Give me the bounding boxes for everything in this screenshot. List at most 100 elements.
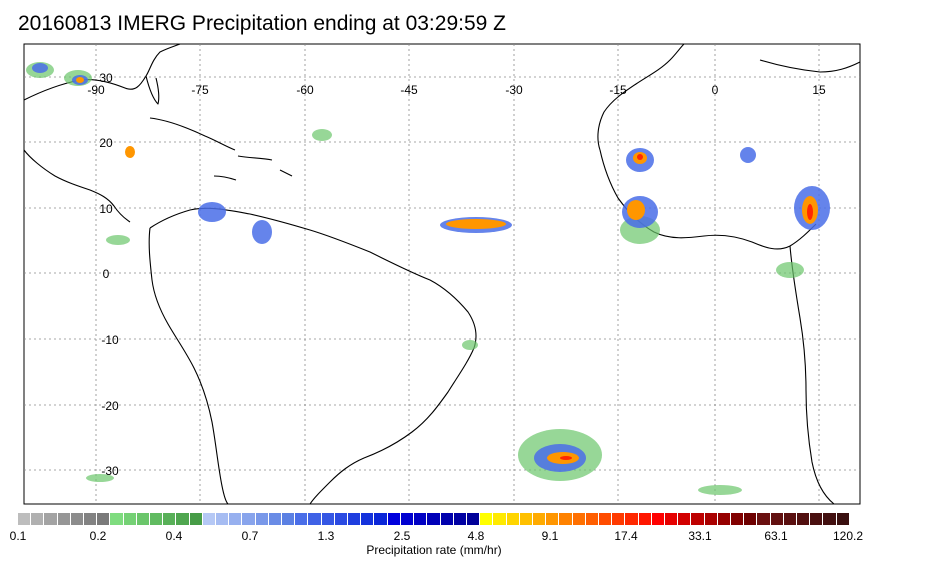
colorbar-label: 17.4: [614, 529, 638, 543]
coastlines: [23, 43, 861, 505]
lat-label: 30: [99, 71, 113, 85]
colorbar-label: 0.1: [9, 529, 27, 543]
colorbar-swatch: [625, 513, 639, 525]
colorbar-swatch: [374, 513, 388, 525]
lon-label: -30: [505, 83, 523, 97]
colorbar-swatch: [70, 513, 85, 525]
colorbar-swatch: [440, 513, 454, 525]
colorbar-label: 4.8: [467, 529, 485, 543]
colorbar-swatch: [84, 513, 98, 525]
colorbar-label: 0.2: [89, 529, 107, 543]
colorbar-swatch: [387, 513, 401, 525]
colorbar-swatch: [400, 513, 415, 525]
colorbar-swatch: [704, 513, 718, 525]
colorbar-swatch: [598, 513, 613, 525]
colorbar-title: Precipitation rate (mm/hr): [366, 543, 502, 557]
colorbar-swatch: [783, 513, 797, 525]
colorbar-swatch: [97, 513, 111, 525]
lon-label: 0: [712, 83, 719, 97]
colorbar-swatch: [242, 513, 256, 525]
colorbar-swatch: [282, 513, 296, 525]
colorbar-swatch: [216, 513, 230, 525]
colorbar-swatch: [163, 513, 177, 525]
colorbar-swatch: [176, 513, 190, 525]
map-title: 20160813 IMERG Precipitation ending at 0…: [18, 12, 506, 35]
colorbar-swatch: [744, 513, 758, 525]
longitude-labels: -90 -75 -60 -45 -30 -15 0 15: [87, 83, 826, 97]
colorbar-swatch: [836, 513, 850, 525]
lat-label: -10: [101, 333, 119, 347]
colorbar-swatch: [678, 513, 692, 525]
colorbar-label: 63.1: [764, 529, 788, 543]
lon-label: -45: [400, 83, 418, 97]
colorbar-swatch: [123, 513, 137, 525]
lon-label: 15: [812, 83, 826, 97]
colorbar-swatch: [572, 513, 586, 525]
colorbar-swatch: [480, 513, 494, 525]
colorbar-swatch: [189, 513, 203, 525]
lat-label: 0: [103, 267, 110, 281]
colorbar-swatch: [31, 513, 45, 525]
colorbar-swatch: [810, 513, 824, 525]
colorbar-swatch: [44, 513, 58, 525]
colorbar-label: 9.1: [541, 529, 559, 543]
colorbar-swatch: [268, 513, 283, 525]
colorbar-swatch: [493, 513, 507, 525]
lat-label: 20: [99, 136, 113, 150]
colorbar-swatch: [427, 513, 441, 525]
colorbar-label: 2.5: [393, 529, 411, 543]
colorbar-swatch: [519, 513, 533, 525]
colorbar-swatch: [757, 513, 771, 525]
colorbar-label: 33.1: [688, 529, 712, 543]
colorbar-swatch: [308, 513, 322, 525]
colorbar-swatch: [414, 513, 428, 525]
colorbar-swatch: [150, 513, 164, 525]
colorbar-swatch: [18, 513, 32, 525]
colorbar-swatch: [730, 513, 745, 525]
lat-label: -30: [101, 464, 119, 478]
colorbar-swatch: [532, 513, 547, 525]
colorbar-swatch: [361, 513, 375, 525]
lon-label: -60: [296, 83, 314, 97]
colorbar-swatch: [57, 513, 71, 525]
colorbar-swatch: [691, 513, 705, 525]
map-frame: [23, 43, 861, 505]
colorbar-swatch: [717, 513, 731, 525]
colorbar-label: 1.3: [317, 529, 335, 543]
colorbar-label: 0.4: [165, 529, 183, 543]
colorbar-swatch: [348, 513, 362, 525]
colorbar-swatch: [546, 513, 560, 525]
latitude-labels: 30 20 10 0 -10 -20 -30: [99, 71, 119, 478]
colorbar-swatch: [229, 513, 243, 525]
colorbar-swatch: [664, 513, 679, 525]
colorbar-swatch: [651, 513, 665, 525]
colorbar-swatch: [466, 513, 481, 525]
colorbar-swatch: [506, 513, 520, 525]
colorbar-swatch: [823, 513, 837, 525]
colorbar-swatch: [638, 513, 652, 525]
colorbar-swatch: [453, 513, 467, 525]
lon-label: -15: [609, 83, 627, 97]
lon-label: -90: [87, 83, 105, 97]
colorbar-swatch: [295, 513, 309, 525]
colorbar-swatch: [559, 513, 573, 525]
colorbar-swatch: [612, 513, 626, 525]
graticule: [24, 44, 860, 504]
precipitation-field: [26, 62, 830, 495]
colorbar-swatch: [796, 513, 811, 525]
lat-label: 10: [99, 202, 113, 216]
colorbar: [18, 513, 850, 525]
colorbar-swatch: [321, 513, 335, 525]
lon-label: -75: [191, 83, 209, 97]
colorbar-label: 0.7: [241, 529, 259, 543]
colorbar-swatch: [136, 513, 151, 525]
colorbar-label: 120.2: [832, 529, 864, 543]
lat-label: -20: [101, 399, 119, 413]
colorbar-swatch: [202, 513, 217, 525]
colorbar-swatch: [585, 513, 599, 525]
colorbar-swatch: [334, 513, 349, 525]
colorbar-swatch: [255, 513, 269, 525]
colorbar-swatch: [770, 513, 784, 525]
colorbar-swatch: [110, 513, 124, 525]
